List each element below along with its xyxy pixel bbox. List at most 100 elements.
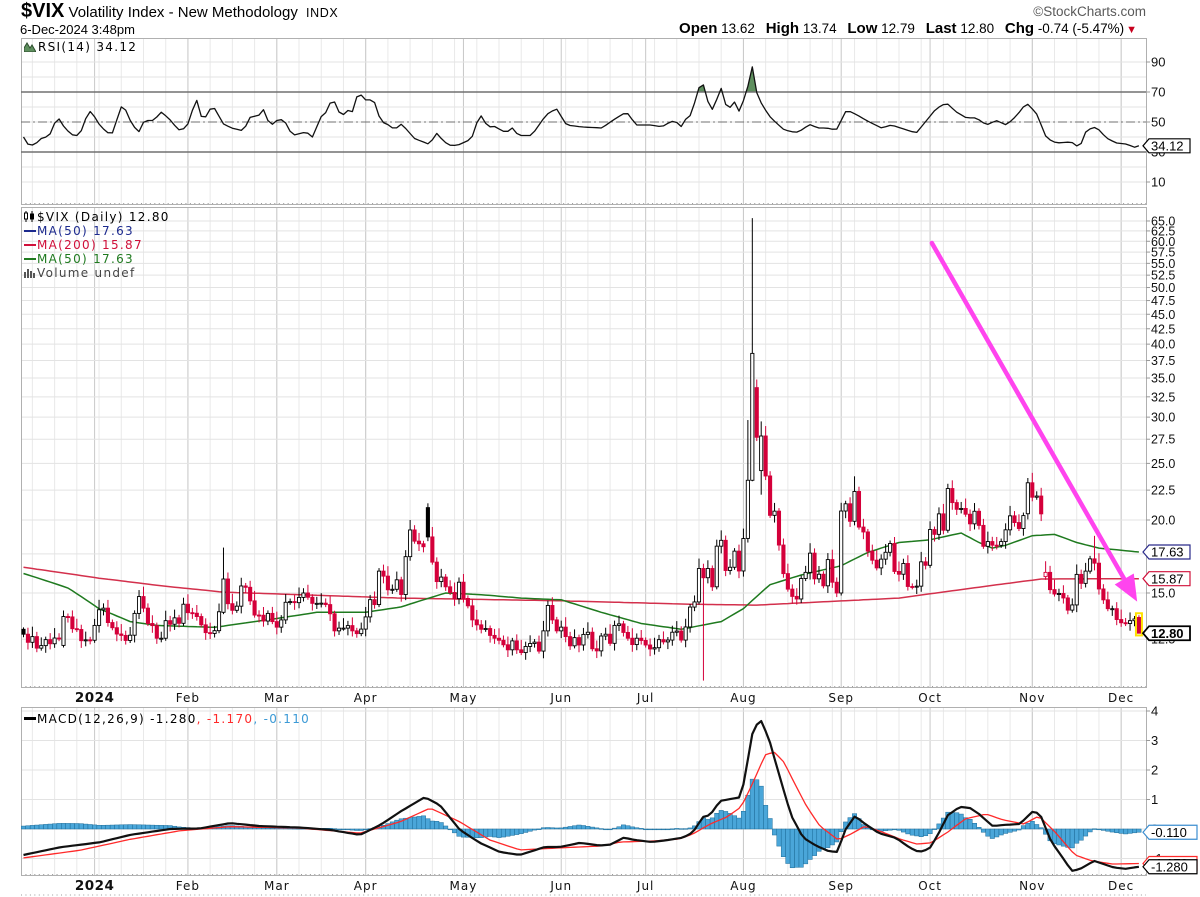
price-candle (843, 500, 848, 519)
price-candle (221, 547, 226, 615)
price-candle (252, 590, 257, 618)
last-value-tag-label: 15.87 (1151, 571, 1184, 586)
macd-panel-background (21, 707, 1146, 876)
candle-body (354, 630, 359, 635)
line-swatch-icon (24, 257, 36, 260)
low-value: 12.79 (881, 21, 915, 36)
price-panel-background (21, 207, 1146, 688)
price-candle (288, 598, 293, 605)
candle-body (550, 605, 555, 621)
price-candle (883, 544, 888, 565)
price-candle (372, 591, 377, 609)
histogram-bar (1087, 828, 1093, 833)
candle-body (1070, 604, 1075, 611)
price-candle (528, 635, 533, 653)
candle-body (21, 628, 26, 635)
candle-body (861, 526, 866, 533)
candle-body (772, 510, 777, 516)
histogram-bar (1083, 828, 1089, 837)
candle-body (563, 626, 568, 638)
price-candle (154, 622, 159, 644)
candle-body (652, 647, 657, 650)
candle-body (319, 602, 324, 605)
histogram-bar (345, 828, 351, 831)
x-axis-label: Mar (264, 879, 290, 893)
price-candle (283, 594, 288, 624)
line-swatch-icon (24, 717, 36, 720)
histogram-bar (723, 811, 729, 830)
histogram-bar (447, 828, 453, 831)
axis-label: 40.0 (1151, 338, 1175, 352)
candle-body (781, 544, 786, 575)
price-candle (505, 636, 510, 658)
price-candle (448, 580, 453, 596)
axis-label: 57.5 (1151, 246, 1175, 260)
ma200-line (23, 566, 1139, 606)
rsi-legend-label: RSI(14) 34.12 (38, 40, 138, 54)
candle-body (799, 578, 804, 600)
price-candle (968, 509, 973, 532)
candle-body (363, 616, 368, 630)
price-candle (1008, 505, 1013, 536)
last-value-tag-label: 34.12 (1151, 138, 1184, 153)
histogram-bar (665, 828, 671, 831)
histogram-bar (101, 825, 106, 830)
candle-body (492, 634, 497, 639)
candle-body (1025, 482, 1030, 515)
price-candle (1043, 561, 1048, 580)
candle-body (1039, 495, 1044, 515)
candle-body (114, 627, 119, 635)
histogram-bar (736, 817, 742, 830)
price-candle (452, 582, 457, 606)
price-candle (985, 531, 990, 554)
candle-body (670, 631, 675, 641)
line-swatch-icon (24, 243, 36, 246)
histogram-bar (421, 815, 426, 830)
price-candle (105, 599, 110, 627)
histogram-bar (394, 819, 400, 830)
histogram-bar (127, 824, 133, 830)
price-candle (830, 549, 835, 588)
candle-body (252, 600, 257, 616)
copyright-link[interactable]: ©StockCharts.com (1033, 4, 1146, 19)
price-candle (328, 596, 333, 621)
price-candle (243, 582, 248, 593)
price-candle (145, 603, 150, 627)
price-candle (954, 499, 959, 515)
candle-body (239, 585, 244, 607)
candle-body (728, 566, 733, 571)
chart-title: $VIX Volatility Index - New Methodology … (21, 0, 338, 24)
axis-label: 90 (1151, 55, 1165, 70)
price-candle (719, 530, 724, 554)
price-candle (670, 625, 675, 646)
price-candle (741, 528, 746, 577)
price-candle (261, 607, 266, 627)
histogram-bar (416, 816, 422, 830)
price-candle (310, 594, 315, 611)
candle-body (185, 603, 190, 614)
price-candle (163, 610, 168, 641)
price-candle (483, 620, 488, 632)
price-candle (350, 617, 355, 637)
x-axis-main: 2024 Feb Mar Apr May Jun Jul Aug Sep Oct Nov Dec (75, 690, 1133, 706)
candle-body (994, 544, 999, 547)
candle-body (745, 479, 750, 539)
price-candle (159, 631, 164, 643)
price-candle (65, 613, 70, 623)
candle-body (150, 623, 155, 627)
price-candle (488, 625, 493, 643)
candle-body (434, 561, 439, 583)
axis-label: 37.5 (1151, 354, 1175, 368)
candle-body (381, 570, 386, 577)
histogram-bar (1020, 825, 1026, 830)
candle-body (292, 601, 297, 604)
candle-body (794, 595, 799, 600)
histogram-bar (789, 828, 795, 869)
price-candle (1096, 553, 1101, 595)
histogram-bar (1074, 828, 1080, 844)
candle-body (1065, 597, 1070, 611)
candle-body (812, 552, 817, 580)
price-candle (1079, 569, 1084, 590)
histogram-bar (820, 828, 826, 850)
histogram-bar (887, 828, 893, 831)
